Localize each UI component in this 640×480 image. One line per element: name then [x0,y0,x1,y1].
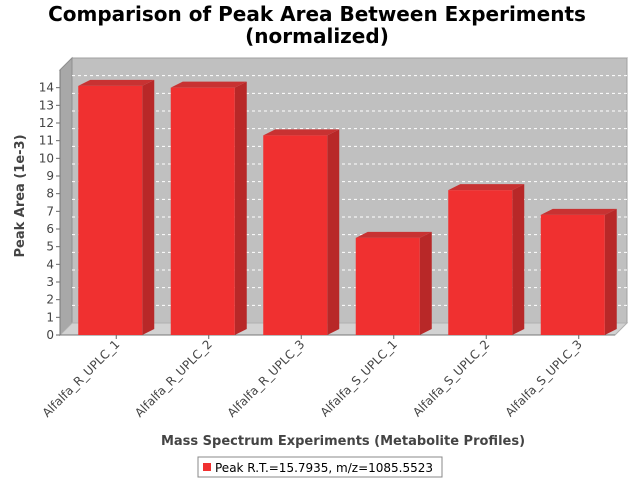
bar [78,85,143,336]
bar-top [448,184,525,191]
y-tick-label: 7 [46,204,54,218]
bar-side [512,184,525,335]
y-tick-label: 12 [39,116,54,130]
y-tick-label: 1 [46,310,54,324]
x-axis-label: Mass Spectrum Experiments (Metabolite Pr… [161,434,525,449]
y-tick-label: 0 [46,328,54,342]
bar-top [170,81,247,88]
y-tick-label: 8 [46,187,54,201]
bar [355,237,420,335]
legend-box [197,456,443,478]
legend-label: Peak R.T.=15.7935, m/z=1085.5523 [215,461,433,475]
x-tick-label: Alfalfa_S_UPLC_1 [318,337,400,419]
x-tick-label: Alfalfa_R_UPLC_1 [40,337,123,420]
bar-top [355,231,432,238]
bar [448,190,513,335]
chart-title-line-2: (normalized) [245,24,389,48]
y-tick-label: 4 [46,257,54,271]
x-tick-label: Alfalfa_S_UPLC_3 [503,337,585,419]
y-tick-label: 10 [39,151,54,165]
bar-side [327,129,340,335]
bar [170,87,235,336]
y-tick-label: 2 [46,293,54,307]
chart-title-line-1: Comparison of Peak Area Between Experime… [48,2,586,26]
bar [263,135,328,335]
y-tick-label: 13 [39,98,54,112]
bar-side [419,231,432,335]
y-axis-label: Peak Area (1e-3) [13,134,28,257]
legend-swatch [203,463,211,471]
bar [540,214,605,335]
y-tick-label: 3 [46,275,54,289]
bar-side [142,79,155,336]
y-tick-label: 9 [46,169,54,183]
bar-side [604,208,617,335]
plot-left-wall [59,56,73,337]
bar-top [540,208,617,215]
bar-side [234,81,247,336]
y-tick-label: 11 [39,134,54,148]
x-tick-label: Alfalfa_R_UPLC_3 [225,337,308,420]
x-tick-label: Alfalfa_S_UPLC_2 [410,337,492,419]
bar-top [78,79,155,86]
bar-top [263,129,340,136]
plot-background [71,57,628,324]
y-tick-label: 5 [46,240,54,254]
x-tick-label: Alfalfa_R_UPLC_2 [132,337,215,420]
y-tick-label: 6 [46,222,54,236]
legend: Peak R.T.=15.7935, m/z=1085.5523 [197,456,443,478]
y-tick-label: 14 [39,81,54,95]
